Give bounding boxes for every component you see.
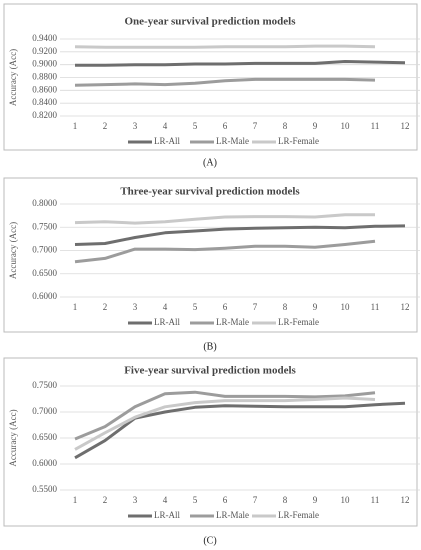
y-axis-label: Accuracy (Acc) <box>8 409 18 466</box>
x-tick-label: 6 <box>223 121 228 131</box>
legend-label: LR-Female <box>278 317 319 327</box>
legend-label: LR-All <box>154 317 180 327</box>
panel-label: (A) <box>203 157 217 168</box>
panel-frame <box>3 3 418 151</box>
x-tick-label: 6 <box>223 302 228 312</box>
x-tick-label: 9 <box>313 495 318 505</box>
y-axis-label: Accuracy (Acc) <box>8 49 18 106</box>
panel-frame <box>3 177 418 333</box>
x-tick-label: 5 <box>193 495 198 505</box>
x-tick-label: 10 <box>341 495 351 505</box>
series-line <box>74 224 406 246</box>
x-tick-label: 7 <box>253 495 258 505</box>
x-tick-label: 12 <box>401 495 410 505</box>
y-tick-label: 0.8400 <box>32 97 57 107</box>
x-tick-label: 11 <box>371 302 380 312</box>
x-tick-label: 1 <box>73 302 78 312</box>
y-tick-label: 0.7000 <box>32 406 57 416</box>
series-line <box>74 239 376 264</box>
series-line <box>74 77 376 87</box>
series-line <box>74 401 406 460</box>
y-tick-label: 0.9000 <box>32 59 57 69</box>
y-tick-label: 0.8000 <box>32 198 57 208</box>
y-tick-label: 0.6500 <box>32 268 57 278</box>
y-tick-label: 0.6500 <box>32 432 57 442</box>
legend-label: LR-Female <box>278 510 319 520</box>
x-tick-label: 9 <box>313 121 318 131</box>
y-tick-label: 0.8800 <box>32 72 57 82</box>
x-tick-label: 8 <box>283 302 288 312</box>
x-tick-label: 7 <box>253 121 258 131</box>
legend-label: LR-Male <box>216 317 249 327</box>
x-tick-label: 3 <box>133 495 138 505</box>
y-tick-label: 0.8600 <box>32 84 57 94</box>
panel-label: (C) <box>203 535 216 546</box>
y-axis-label: Accuracy (Acc) <box>8 222 18 279</box>
panel-frame <box>3 357 418 527</box>
panel-label: (B) <box>203 341 216 352</box>
y-tick-label: 0.5500 <box>32 484 57 494</box>
x-tick-label: 4 <box>163 495 168 505</box>
y-tick-label: 0.7000 <box>32 245 57 255</box>
x-tick-label: 1 <box>73 495 78 505</box>
x-tick-label: 3 <box>133 302 138 312</box>
x-tick-label: 1 <box>73 121 78 131</box>
x-tick-label: 12 <box>401 302 410 312</box>
series-line <box>74 396 376 451</box>
x-tick-label: 3 <box>133 121 138 131</box>
y-tick-label: 0.8200 <box>32 110 57 120</box>
x-tick-label: 8 <box>283 121 288 131</box>
x-tick-label: 4 <box>163 121 168 131</box>
x-tick-label: 9 <box>313 302 318 312</box>
legend-label: LR-Male <box>216 136 249 146</box>
y-tick-label: 0.7500 <box>32 221 57 231</box>
series-line <box>74 44 376 49</box>
chart-title: One-year survival prediction models <box>124 16 296 28</box>
x-tick-label: 2 <box>103 121 108 131</box>
x-tick-label: 2 <box>103 495 108 505</box>
legend-label: LR-All <box>154 136 180 146</box>
x-tick-label: 11 <box>371 495 380 505</box>
y-tick-label: 0.6000 <box>32 291 57 301</box>
x-tick-label: 8 <box>283 495 288 505</box>
x-tick-label: 4 <box>163 302 168 312</box>
x-tick-label: 5 <box>193 121 198 131</box>
x-tick-label: 7 <box>253 302 258 312</box>
x-tick-label: 11 <box>371 121 380 131</box>
x-tick-label: 5 <box>193 302 198 312</box>
x-tick-label: 10 <box>341 302 351 312</box>
series-line <box>75 60 406 67</box>
y-tick-label: 0.9200 <box>32 46 57 56</box>
x-tick-label: 10 <box>341 121 351 131</box>
y-tick-label: 0.7500 <box>32 380 57 390</box>
x-tick-label: 2 <box>103 302 108 312</box>
chart-title: Three-year survival prediction models <box>120 186 300 198</box>
series-line <box>74 390 376 441</box>
x-tick-label: 12 <box>401 121 410 131</box>
legend-label: LR-Female <box>278 136 319 146</box>
series-line <box>74 213 375 225</box>
y-tick-label: 0.9400 <box>32 33 57 43</box>
x-tick-label: 6 <box>223 495 228 505</box>
chart-title: Five-year survival prediction models <box>124 365 296 377</box>
legend-label: LR-All <box>154 510 180 520</box>
legend-label: LR-Male <box>216 510 249 520</box>
y-tick-label: 0.6000 <box>32 458 57 468</box>
